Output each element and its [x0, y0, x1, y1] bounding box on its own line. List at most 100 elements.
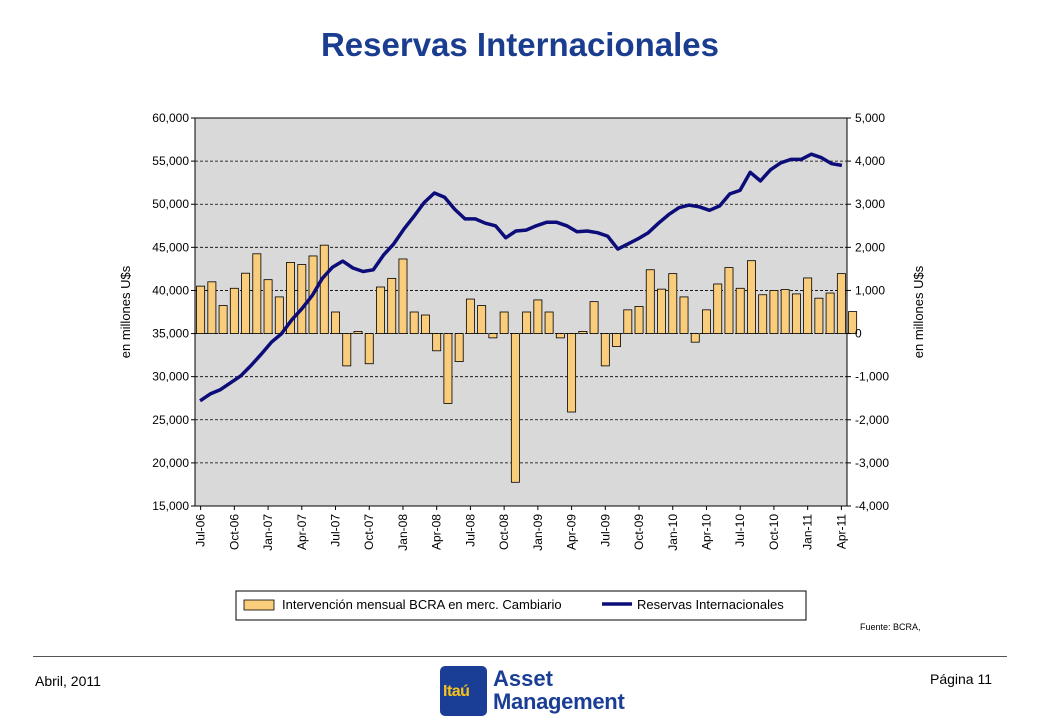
- axes: 15,000 20,000 25,000 30,000 35,000 40,000 45,0…: [152, 111, 889, 551]
- page-title: Reservas Internacionales: [320, 26, 720, 63]
- bar: [645, 269, 655, 334]
- bar-series: [196, 244, 858, 483]
- bar: [477, 305, 487, 334]
- x-tick-label: Apr-10: [700, 514, 714, 550]
- bar: [780, 289, 790, 334]
- x-tick-label: Apr-08: [430, 514, 444, 550]
- bar: [724, 267, 734, 334]
- bar: [387, 277, 397, 334]
- bar: [241, 272, 251, 334]
- x-tick-label: Jan-10: [666, 514, 680, 551]
- bar: [409, 311, 419, 334]
- x-tick-label: Oct-07: [362, 514, 376, 550]
- x-tick-label: Jul-06: [194, 514, 208, 547]
- bar: [758, 294, 768, 334]
- bar: [769, 290, 779, 334]
- bar: [510, 333, 520, 483]
- y-right-tick-label: -3,000: [855, 456, 889, 470]
- bar: [679, 296, 689, 334]
- bar: [421, 314, 430, 334]
- bar: [612, 333, 621, 347]
- bar: [747, 260, 756, 334]
- logo-line2: Management: [493, 689, 625, 714]
- legend-bar-swatch: [243, 599, 275, 611]
- bar: [207, 281, 217, 334]
- page-number: Página 11: [929, 671, 992, 687]
- y-right-tick-label: -1,000: [855, 370, 889, 384]
- x-tick-label: Jan-08: [396, 514, 410, 551]
- bar: [319, 244, 329, 334]
- bar: [555, 333, 565, 339]
- bar: [196, 285, 206, 334]
- bar: [848, 311, 858, 334]
- footer-date: Abril, 2011: [35, 673, 101, 689]
- bar: [286, 262, 295, 334]
- x-tick-label: Jan-09: [531, 514, 545, 551]
- x-tick-label: Jan-07: [261, 514, 275, 551]
- bar: [657, 288, 666, 334]
- source-note: Fuente: BCRA,: [860, 622, 921, 632]
- bar: [836, 273, 846, 334]
- legend-bar-label: Intervención mensual BCRA en merc. Cambi…: [282, 597, 562, 612]
- logo-brand: Itaú: [443, 683, 470, 700]
- bar: [376, 286, 385, 334]
- bar: [229, 287, 239, 334]
- bar: [454, 333, 464, 362]
- y-right-tick-label: -2,000: [855, 413, 889, 427]
- legend-box: [235, 590, 807, 621]
- bar: [814, 297, 824, 334]
- y-right-tick-label: 1,000: [855, 283, 885, 297]
- legend: Intervención mensual BCRA en merc. Cambi…: [235, 590, 807, 621]
- bar: [443, 333, 453, 404]
- x-tick-label: Jan-11: [801, 514, 815, 550]
- reserves-line: [199, 152, 843, 403]
- y-left-tick-label: 20,000: [152, 456, 189, 470]
- bar: [668, 273, 678, 334]
- bar: [364, 333, 374, 365]
- y-right-tick-label: 2,000: [855, 240, 885, 254]
- bar: [623, 309, 633, 334]
- bar: [825, 292, 835, 334]
- x-tick-label: Apr-11: [834, 514, 848, 549]
- bar: [634, 305, 644, 334]
- y-left-tick-label: 35,000: [152, 327, 189, 341]
- y-left-tick-label: 55,000: [152, 154, 189, 168]
- bar: [218, 305, 228, 334]
- bar: [297, 264, 307, 334]
- gridlines: [195, 160, 847, 464]
- x-tick-label: Oct-10: [767, 514, 781, 550]
- bar: [702, 309, 711, 334]
- legend-line-label: Reservas Internacionales: [637, 597, 784, 612]
- bar: [432, 333, 442, 352]
- bar: [803, 277, 813, 334]
- x-tick-label: Oct-09: [632, 514, 646, 550]
- y-axis-left-label: en millones U$s: [118, 265, 133, 358]
- bar: [578, 330, 588, 334]
- x-tick-label: Apr-09: [565, 514, 579, 550]
- bar: [353, 330, 363, 334]
- x-tick-label: Oct-06: [227, 514, 241, 550]
- y-right-tick-label: 5,000: [855, 111, 885, 125]
- bar: [791, 293, 801, 334]
- y-left-tick-label: 40,000: [152, 283, 189, 297]
- bar: [465, 298, 475, 334]
- x-tick-label: Jul-08: [463, 514, 477, 547]
- bar: [252, 253, 262, 334]
- y-left-tick-label: 50,000: [152, 197, 189, 211]
- bar: [567, 333, 577, 413]
- bar: [331, 311, 340, 334]
- x-tick-label: Jul-09: [598, 514, 612, 547]
- footer-divider: [33, 656, 1007, 657]
- bar: [342, 333, 352, 367]
- y-right-tick-label: 3,000: [855, 197, 885, 211]
- bar: [533, 299, 543, 334]
- y-right-tick-label: -4,000: [855, 499, 889, 513]
- y-left-tick-label: 60,000: [152, 111, 189, 125]
- bar: [274, 296, 284, 334]
- y-left-tick-label: 45,000: [152, 240, 189, 254]
- bar: [263, 279, 273, 334]
- bar: [589, 301, 599, 334]
- bar: [488, 333, 498, 339]
- itau-asset-management-logo: Itaú Asset Management: [440, 666, 625, 716]
- x-tick-label: Jul-07: [329, 514, 343, 547]
